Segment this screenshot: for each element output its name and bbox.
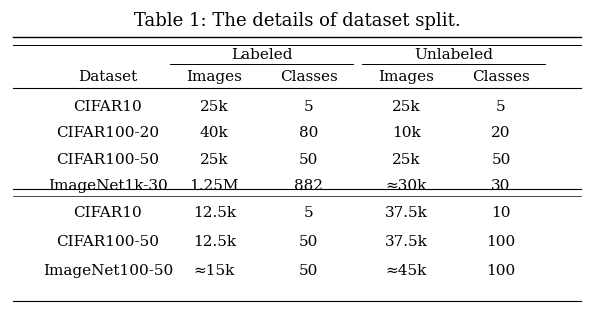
Text: 5: 5 bbox=[304, 206, 314, 220]
Text: 10: 10 bbox=[491, 206, 511, 220]
Text: CIFAR100-50: CIFAR100-50 bbox=[56, 235, 159, 249]
Text: 25k: 25k bbox=[392, 153, 421, 166]
Text: 1.25M: 1.25M bbox=[189, 179, 239, 193]
Text: ≈15k: ≈15k bbox=[194, 264, 235, 277]
Text: CIFAR100-20: CIFAR100-20 bbox=[56, 126, 159, 140]
Text: ≈30k: ≈30k bbox=[386, 179, 427, 193]
Text: ImageNet100-50: ImageNet100-50 bbox=[43, 264, 173, 277]
Text: 50: 50 bbox=[299, 264, 318, 277]
Text: 5: 5 bbox=[496, 100, 505, 114]
Text: 40k: 40k bbox=[200, 126, 229, 140]
Text: 20: 20 bbox=[491, 126, 511, 140]
Text: 882: 882 bbox=[294, 179, 323, 193]
Text: Images: Images bbox=[187, 70, 242, 84]
Text: 100: 100 bbox=[486, 235, 516, 249]
Text: Classes: Classes bbox=[280, 70, 338, 84]
Text: Table 1: The details of dataset split.: Table 1: The details of dataset split. bbox=[134, 12, 460, 30]
Text: 37.5k: 37.5k bbox=[385, 235, 428, 249]
Text: ImageNet1k-30: ImageNet1k-30 bbox=[48, 179, 168, 193]
Text: 37.5k: 37.5k bbox=[385, 206, 428, 220]
Text: 12.5k: 12.5k bbox=[192, 206, 236, 220]
Text: Labeled: Labeled bbox=[231, 48, 292, 62]
Text: 50: 50 bbox=[491, 153, 511, 166]
Text: CIFAR10: CIFAR10 bbox=[74, 206, 142, 220]
Text: 10k: 10k bbox=[392, 126, 421, 140]
Text: 12.5k: 12.5k bbox=[192, 235, 236, 249]
Text: 30: 30 bbox=[491, 179, 511, 193]
Text: 50: 50 bbox=[299, 153, 318, 166]
Text: 80: 80 bbox=[299, 126, 318, 140]
Text: 25k: 25k bbox=[200, 153, 229, 166]
Text: CIFAR10: CIFAR10 bbox=[74, 100, 142, 114]
Text: 50: 50 bbox=[299, 235, 318, 249]
Text: Unlabeled: Unlabeled bbox=[414, 48, 493, 62]
Text: Dataset: Dataset bbox=[78, 70, 137, 84]
Text: 100: 100 bbox=[486, 264, 516, 277]
Text: CIFAR100-50: CIFAR100-50 bbox=[56, 153, 159, 166]
Text: 25k: 25k bbox=[392, 100, 421, 114]
Text: ≈45k: ≈45k bbox=[386, 264, 427, 277]
Text: 25k: 25k bbox=[200, 100, 229, 114]
Text: Images: Images bbox=[378, 70, 434, 84]
Text: Classes: Classes bbox=[472, 70, 530, 84]
Text: 5: 5 bbox=[304, 100, 314, 114]
